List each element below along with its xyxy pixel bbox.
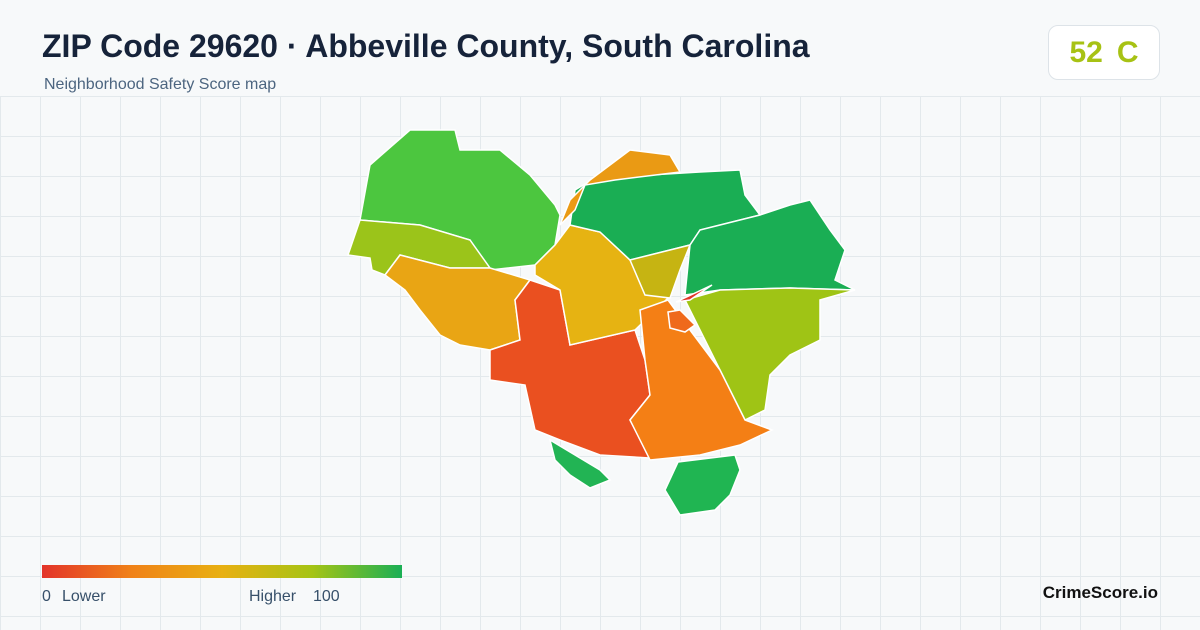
legend-min: 0 — [42, 588, 51, 605]
score-badge: 52 C — [1048, 25, 1160, 80]
legend-min-label: Lower — [62, 588, 106, 605]
region — [628, 243, 692, 299]
region — [664, 454, 741, 516]
legend-gradient — [42, 565, 402, 578]
region — [667, 309, 697, 333]
score-grade: C — [1116, 35, 1139, 69]
score-value: 52 — [1069, 35, 1103, 69]
legend-max-label: Higher — [249, 588, 297, 605]
region — [383, 254, 532, 351]
region — [629, 299, 774, 461]
region — [675, 284, 713, 303]
legend-max: 100 — [313, 588, 340, 605]
title: ZIP Code 29620 · Abbeville County, South… — [42, 28, 810, 64]
region — [548, 438, 612, 489]
subtitle: Neighborhood Safety Score map — [44, 76, 277, 93]
region — [559, 149, 682, 226]
brand: CrimeScore.io — [1042, 583, 1158, 602]
